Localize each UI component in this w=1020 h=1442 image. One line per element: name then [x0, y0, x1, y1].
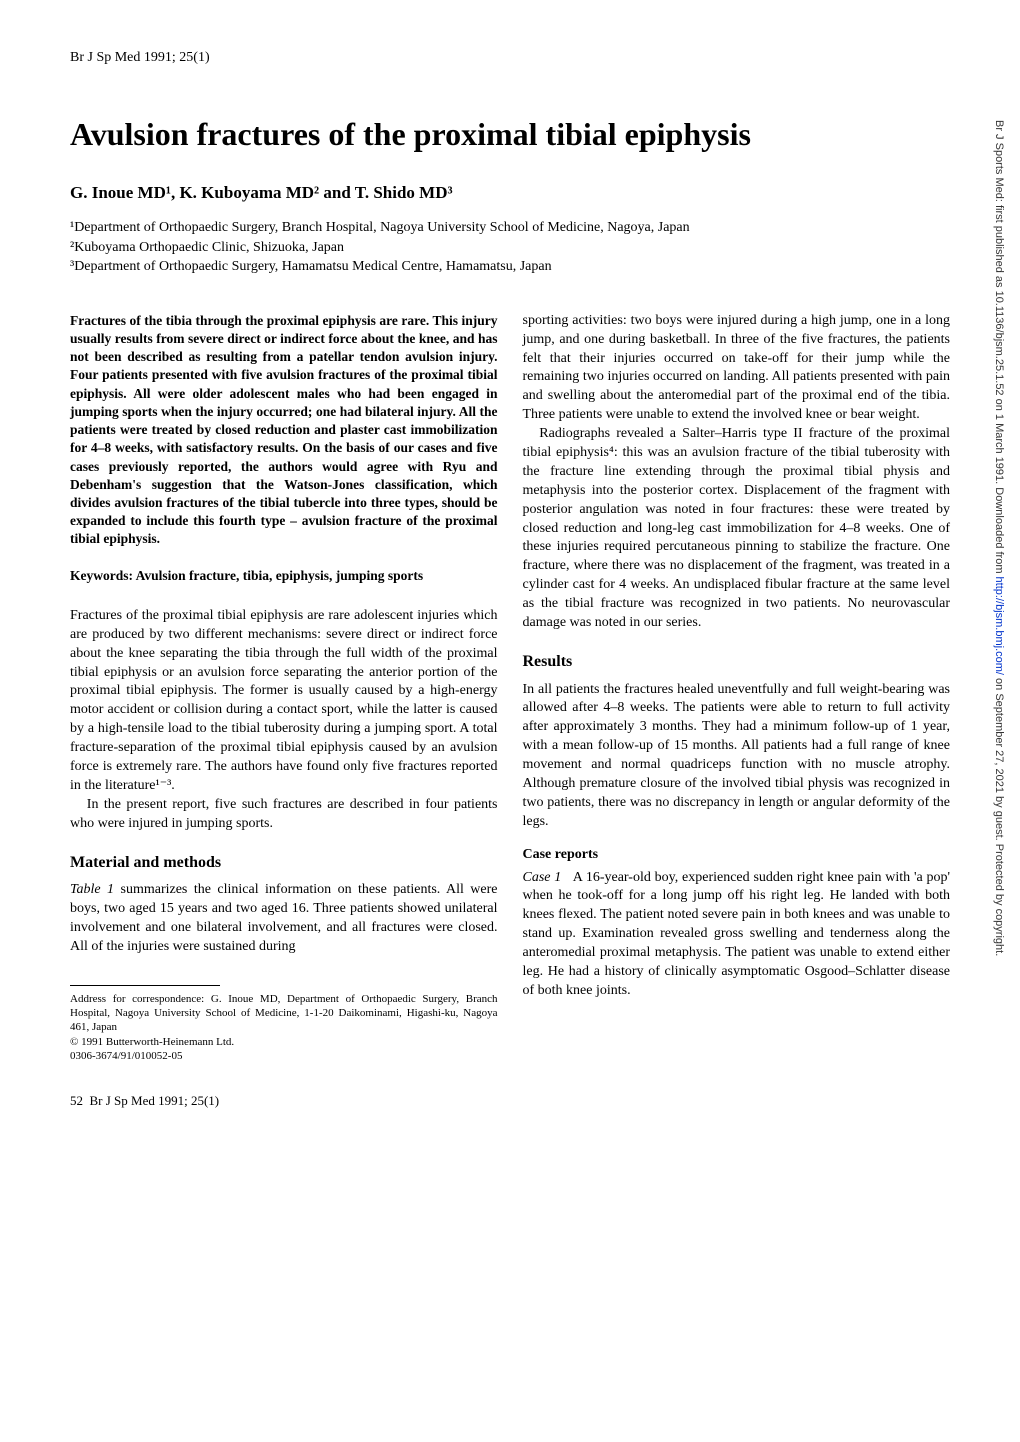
methods-heading: Material and methods — [70, 852, 498, 874]
intro-paragraph-1: Fractures of the proximal tibial epiphys… — [70, 607, 498, 796]
sidebar-text-before: Br J Sports Med: first published as 10.1… — [993, 120, 1005, 577]
table-reference: Table 1 — [70, 882, 114, 897]
left-column: Fractures of the tibia through the proxi… — [70, 312, 498, 1063]
affiliation-2: ²Kuboyama Orthopaedic Clinic, Shizuoka, … — [70, 238, 950, 258]
footer-journal: Br J Sp Med 1991; 25(1) — [90, 1093, 220, 1108]
authors: G. Inoue MD¹, K. Kuboyama MD² and T. Shi… — [70, 183, 950, 203]
content-columns: Fractures of the tibia through the proxi… — [70, 312, 950, 1063]
methods-continuation-2: Radiographs revealed a Salter–Harris typ… — [523, 425, 951, 633]
copyright-notice: © 1991 Butterworth-Heinemann Ltd. — [70, 1035, 498, 1049]
results-heading: Results — [523, 651, 951, 673]
sidebar-text-after: on September 27, 2021 by guest. Protecte… — [993, 675, 1005, 956]
footnote-divider — [70, 985, 220, 986]
sidebar-copyright: Br J Sports Med: first published as 10.1… — [993, 120, 1005, 956]
intro-paragraph-2: In the present report, five such fractur… — [70, 796, 498, 834]
case-1: Case 1 A 16-year-old boy, experienced su… — [523, 869, 951, 1001]
affiliation-1: ¹Department of Orthopaedic Surgery, Bran… — [70, 218, 950, 238]
methods-paragraph-1: Table 1 summarizes the clinical informat… — [70, 881, 498, 957]
affiliations: ¹Department of Orthopaedic Surgery, Bran… — [70, 218, 950, 277]
affiliation-3: ³Department of Orthopaedic Surgery, Hama… — [70, 257, 950, 277]
correspondence-address: Address for correspondence: G. Inoue MD,… — [70, 992, 498, 1035]
header-citation: Br J Sp Med 1991; 25(1) — [70, 50, 950, 66]
article-code: 0306-3674/91/010052-05 — [70, 1049, 498, 1063]
results-paragraph-1: In all patients the fractures healed une… — [523, 681, 951, 832]
case-reports-heading: Case reports — [523, 846, 951, 865]
page-number: 52 — [70, 1093, 83, 1108]
sidebar-link[interactable]: http://bjsm.bmj.com/ — [993, 577, 1005, 675]
methods-continuation-1: sporting activities: two boys were injur… — [523, 312, 951, 425]
case-1-label: Case 1 — [523, 870, 562, 885]
methods-text: summarizes the clinical information on t… — [70, 882, 498, 954]
keywords: Keywords: Avulsion fracture, tibia, epip… — [70, 567, 498, 585]
case-1-text: A 16-year-old boy, experienced sudden ri… — [523, 870, 951, 998]
right-column: sporting activities: two boys were injur… — [523, 312, 951, 1063]
footer-citation: 52 Br J Sp Med 1991; 25(1) — [70, 1093, 950, 1109]
abstract: Fractures of the tibia through the proxi… — [70, 312, 498, 549]
article-title: Avulsion fractures of the proximal tibia… — [70, 116, 950, 153]
